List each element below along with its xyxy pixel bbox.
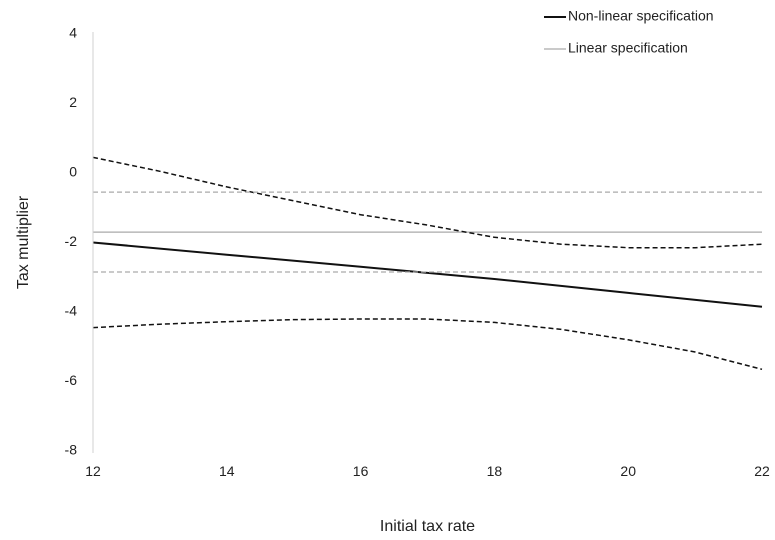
x-tick-label: 16 [353, 463, 369, 479]
x-tick-label: 22 [754, 463, 770, 479]
x-axis-ticks: 12 14 16 18 20 22 [85, 463, 770, 479]
series-line-3 [92, 318, 763, 371]
series-layer [92, 156, 763, 371]
x-tick-label: 12 [85, 463, 101, 479]
y-tick-label: -2 [65, 233, 78, 249]
legend: Non-linear specification Linear specifica… [544, 8, 714, 56]
y-tick-label: 0 [69, 164, 77, 180]
y-tick-label: 2 [69, 94, 77, 110]
legend-label: Non-linear specification [568, 8, 714, 24]
legend-label: Linear specification [568, 40, 688, 56]
x-tick-label: 20 [620, 463, 636, 479]
series-line-2 [92, 156, 763, 249]
y-tick-label: -8 [65, 442, 78, 458]
y-tick-label: 4 [69, 25, 77, 41]
x-tick-label: 18 [487, 463, 503, 479]
y-axis-title: Tax multiplier [15, 195, 32, 289]
y-tick-label: -4 [65, 303, 78, 319]
x-axis-title: Initial tax rate [380, 518, 475, 535]
y-tick-label: -6 [65, 372, 78, 388]
x-tick-label: 14 [219, 463, 235, 479]
series-line-0 [92, 241, 763, 308]
y-axis-ticks: -8 -6 -4 -2 0 2 4 [65, 25, 78, 458]
